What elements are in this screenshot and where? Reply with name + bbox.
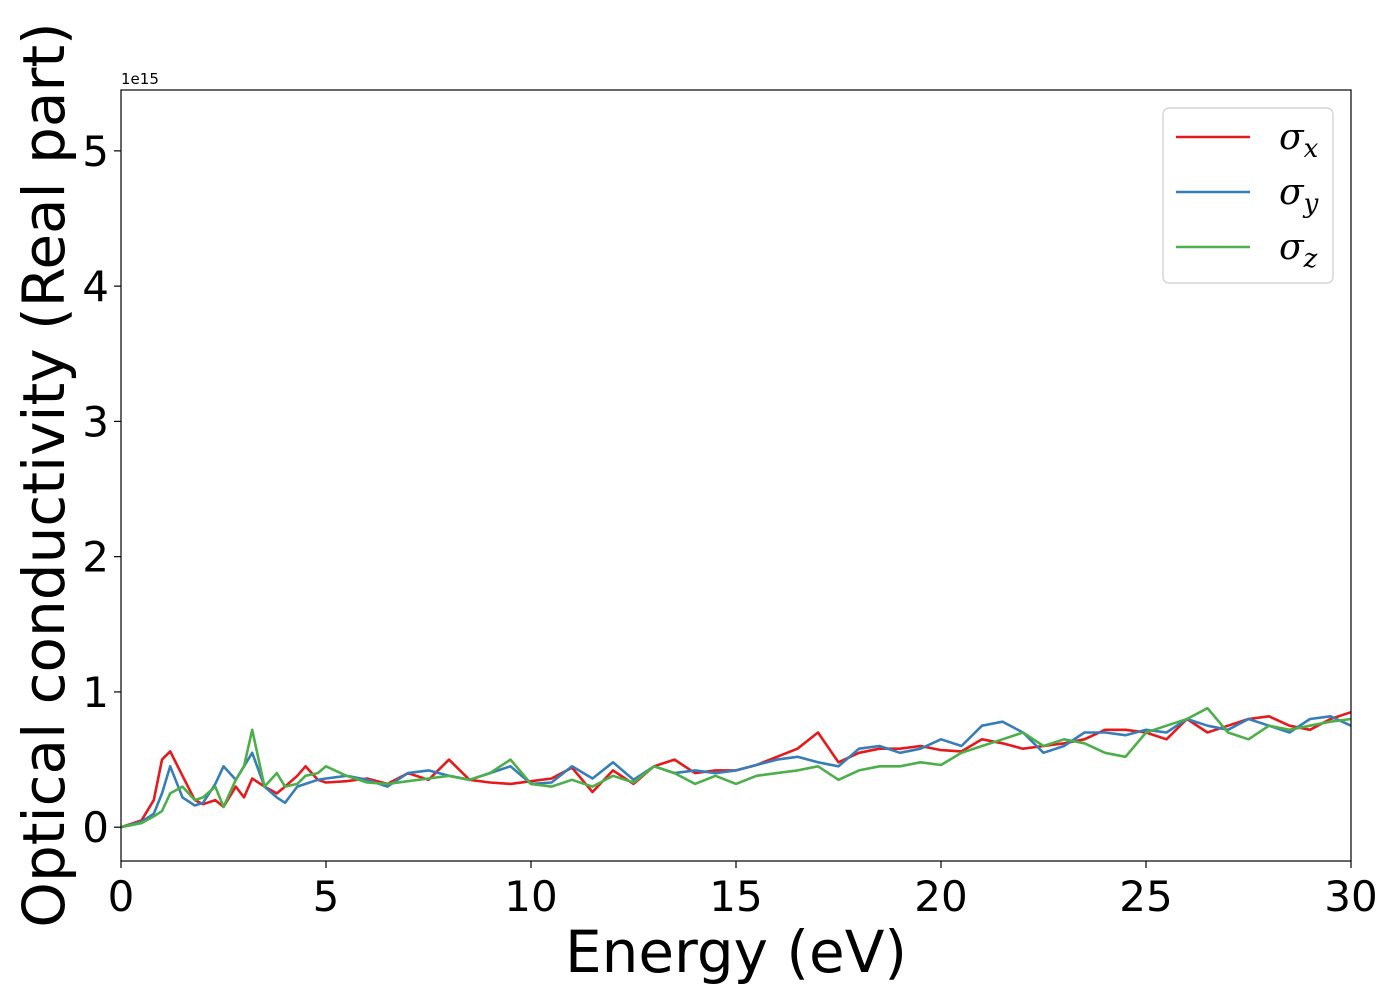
y-tick-label: 3 [82, 397, 109, 446]
x-tick-label: 30 [1324, 872, 1377, 921]
y-tick-label: 5 [82, 127, 109, 176]
y-tick-label: 4 [82, 262, 109, 311]
x-axis-title: Energy (eV) [565, 918, 907, 986]
legend-label-y: σy [1279, 172, 1319, 219]
series-line-y [120, 714, 1352, 829]
y-axis: 0 1 2 3 4 5 [82, 127, 121, 852]
y-tick-label: 2 [82, 533, 109, 582]
x-tick-label: 15 [709, 872, 762, 921]
legend-label-x: σx [1279, 117, 1319, 164]
y-tick-label: 1 [82, 668, 109, 717]
legend-box [1162, 107, 1334, 284]
x-tick-label: 20 [914, 872, 967, 921]
x-tick-label: 25 [1119, 872, 1172, 921]
plot-area [120, 706, 1352, 829]
x-tick-label: 0 [108, 872, 135, 921]
series-line-z [120, 706, 1352, 829]
x-tick-label: 5 [313, 872, 340, 921]
y-offset-label: 1e15 [121, 70, 159, 88]
x-axis: 0 5 10 15 20 25 30 [108, 861, 1378, 921]
x-tick-label: 10 [504, 872, 557, 921]
y-axis-title: Optical conductivity (Real part) [10, 22, 78, 927]
y-tick-label: 0 [82, 803, 109, 852]
